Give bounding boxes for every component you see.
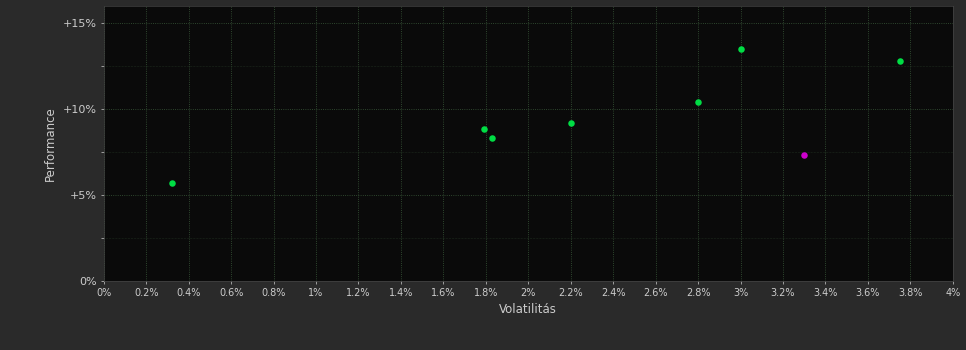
Point <box>691 99 706 105</box>
Point <box>733 46 749 51</box>
Point <box>563 120 579 125</box>
X-axis label: Volatilitás: Volatilitás <box>499 303 557 316</box>
Point <box>484 135 499 141</box>
Point <box>476 127 492 132</box>
Y-axis label: Performance: Performance <box>44 106 57 181</box>
Point <box>797 153 812 158</box>
Point <box>892 58 907 63</box>
Point <box>164 180 180 186</box>
